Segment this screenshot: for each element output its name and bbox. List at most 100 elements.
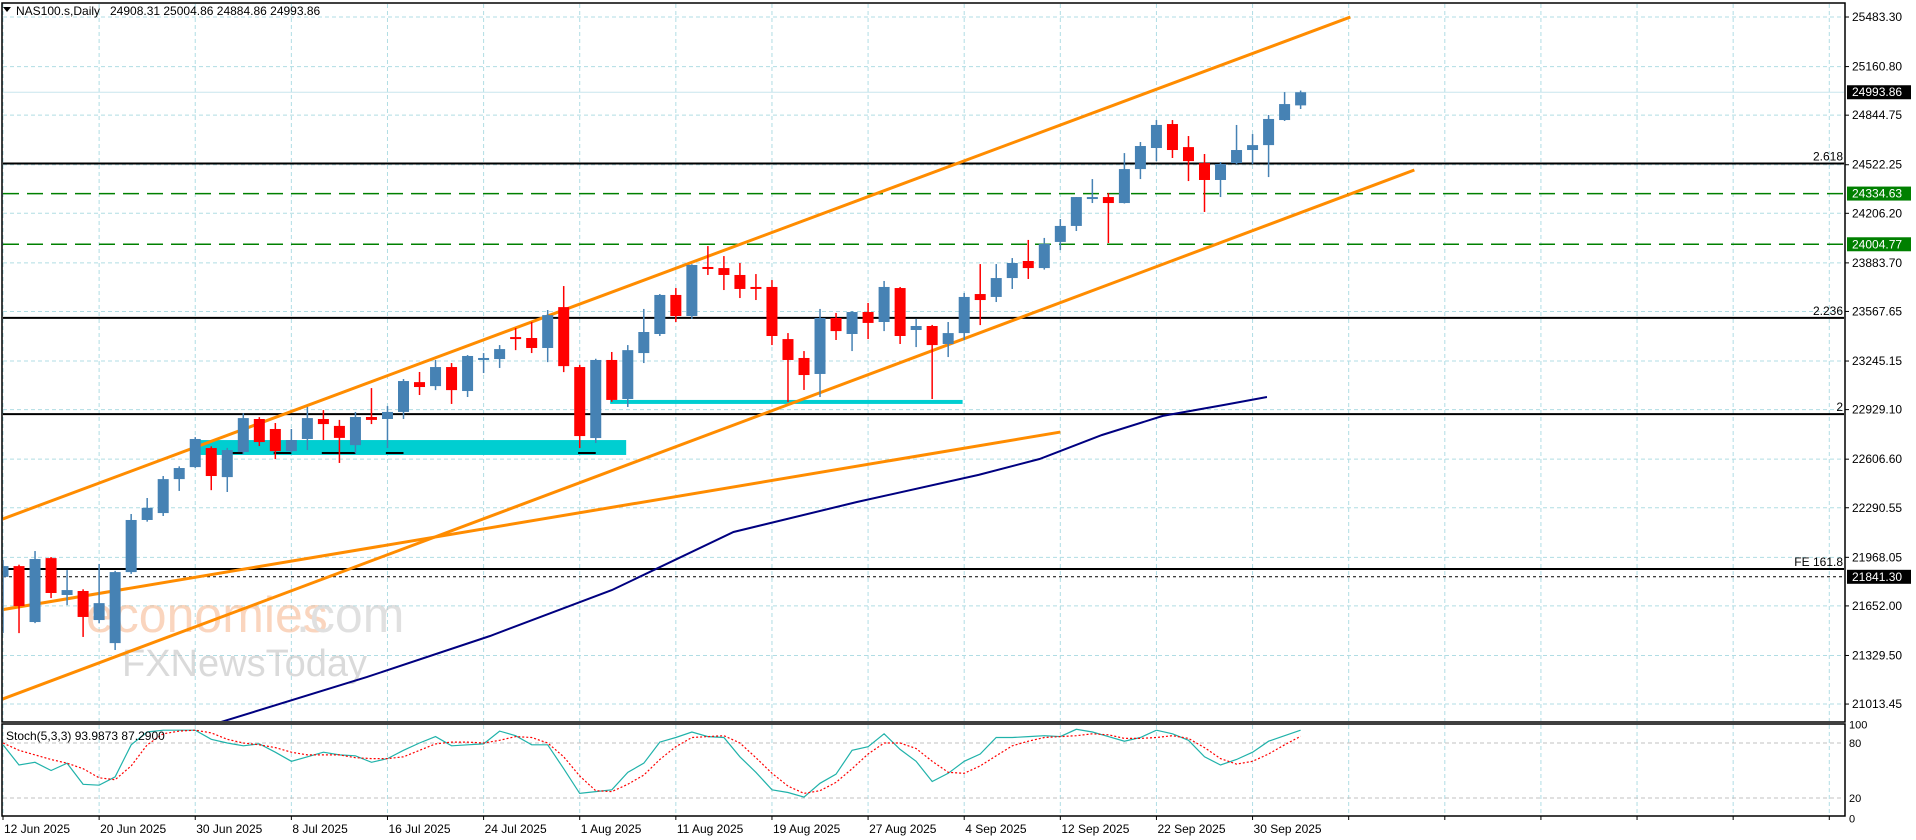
stoch-k-line [2, 728, 1301, 798]
price-axis: 25483.30 25160.80 24844.75 24522.25 24206.20… [1845, 10, 1911, 711]
candle [1231, 124, 1243, 165]
candle-body [1150, 124, 1162, 149]
moving-average-line [211, 397, 1267, 725]
price-marker-bg [1847, 186, 1911, 201]
candle [414, 371, 426, 396]
candle-body [301, 418, 313, 439]
price-tick-label: 22290.55 [1852, 501, 1902, 515]
candle-body [3, 566, 9, 577]
candle-body [670, 294, 682, 317]
stoch-tick-label: 100 [1849, 720, 1867, 732]
support-zones [195, 399, 963, 455]
candle [1279, 92, 1291, 121]
price-tick-label: 23883.70 [1852, 256, 1902, 270]
candle [814, 308, 826, 398]
fib-level-label: FE 161.8 [1794, 555, 1843, 569]
price-marker-label: 24004.77 [1852, 237, 1902, 251]
candle [29, 551, 41, 624]
candle [510, 328, 522, 351]
candle-body [269, 428, 281, 452]
candle [77, 589, 89, 637]
candle [446, 363, 458, 404]
price-tick-label: 22929.10 [1852, 403, 1902, 417]
candle-body [221, 450, 233, 478]
candle-body [846, 312, 858, 334]
candle-body [1102, 197, 1114, 204]
price-tick-label: 21329.50 [1852, 648, 1902, 662]
candle-body [926, 326, 938, 346]
candle [301, 407, 313, 451]
candle-body [189, 438, 201, 468]
candle-body [654, 294, 666, 334]
candle-body [910, 326, 922, 331]
watermark-brand1: economies [86, 587, 328, 643]
candle-body [894, 288, 906, 336]
candle-body [1166, 124, 1178, 151]
candle [173, 466, 185, 491]
price-tick-label: 23567.65 [1852, 304, 1902, 318]
date-label: 20 Jun 2025 [100, 822, 166, 836]
candle [141, 498, 153, 522]
candle-body [1134, 146, 1146, 170]
candle-body [365, 416, 377, 420]
candle [3, 560, 9, 634]
date-label: 22 Sep 2025 [1157, 822, 1225, 836]
candle [926, 324, 938, 400]
candle [253, 417, 265, 447]
candle-body [1247, 145, 1259, 151]
candle-body [430, 367, 442, 387]
channel-lower [3, 168, 1415, 701]
candle [1054, 219, 1066, 251]
candle [670, 288, 682, 323]
date-label: 27 Aug 2025 [869, 822, 937, 836]
candle-body [45, 558, 57, 593]
candle-body [750, 286, 762, 289]
stoch-label: Stoch(5,3,3) 93.9873 87.2900 [6, 729, 165, 743]
candle [365, 388, 377, 425]
fib-level-label: 2.236 [1813, 304, 1843, 318]
candle [61, 570, 73, 606]
candle [93, 563, 105, 624]
price-marker-bg [1847, 85, 1911, 100]
candle [1022, 239, 1034, 279]
candle [1086, 179, 1098, 204]
candle-body [862, 312, 874, 323]
date-label: 8 Jul 2025 [292, 822, 348, 836]
candle [1263, 114, 1275, 178]
watermark-logo: economies .com FXNewsToday [86, 587, 404, 685]
candle [542, 310, 554, 363]
price-tick-label: 21013.45 [1852, 697, 1902, 711]
candle [349, 411, 361, 454]
candle [317, 410, 329, 441]
gridlines [2, 4, 1844, 815]
date-label: 30 Sep 2025 [1254, 822, 1322, 836]
candle-body [622, 350, 634, 400]
price-tick-label: 24206.20 [1852, 206, 1902, 220]
candle-body [494, 349, 506, 360]
candle-body [1295, 92, 1307, 106]
candle [1295, 90, 1307, 109]
candle [1166, 120, 1178, 159]
candle-body [814, 318, 826, 374]
candle [974, 264, 986, 326]
candle [1118, 153, 1130, 204]
candle-body [333, 425, 345, 438]
candle-body [109, 572, 121, 644]
candle-body [1054, 225, 1066, 242]
candle [1199, 154, 1210, 212]
candle [109, 570, 121, 651]
dropdown-triangle-icon[interactable] [3, 7, 11, 12]
date-label: 16 Jul 2025 [388, 822, 450, 836]
date-label: 11 Aug 2025 [677, 822, 744, 836]
watermark-brand2: FXNewsToday [122, 643, 367, 685]
candle [157, 476, 169, 516]
candle [750, 274, 762, 301]
candle-body [125, 519, 137, 573]
price-tick-label: 24522.25 [1852, 158, 1902, 172]
candle-body [830, 318, 842, 332]
candle [189, 437, 201, 468]
chart-header: NAS100.s,Daily 24908.31 25004.86 24884.8… [3, 4, 321, 18]
candle-body [173, 468, 185, 480]
candle [285, 428, 297, 453]
